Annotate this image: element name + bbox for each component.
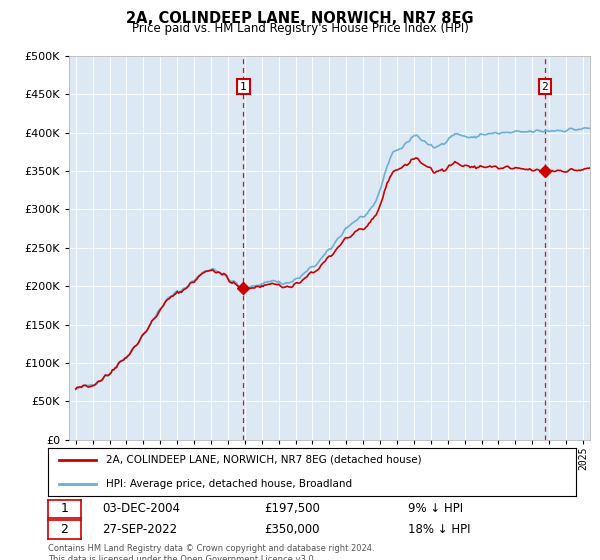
Text: 9% ↓ HPI: 9% ↓ HPI (408, 502, 463, 515)
Text: 1: 1 (61, 502, 68, 515)
Text: HPI: Average price, detached house, Broadland: HPI: Average price, detached house, Broa… (106, 479, 352, 489)
Text: 27-SEP-2022: 27-SEP-2022 (102, 523, 177, 536)
Text: Contains HM Land Registry data © Crown copyright and database right 2024.
This d: Contains HM Land Registry data © Crown c… (48, 544, 374, 560)
Text: 2A, COLINDEEP LANE, NORWICH, NR7 8EG: 2A, COLINDEEP LANE, NORWICH, NR7 8EG (126, 11, 474, 26)
Text: 03-DEC-2004: 03-DEC-2004 (102, 502, 180, 515)
Text: 18% ↓ HPI: 18% ↓ HPI (408, 523, 470, 536)
Text: £350,000: £350,000 (264, 523, 320, 536)
Text: 2: 2 (61, 523, 68, 536)
Text: Price paid vs. HM Land Registry's House Price Index (HPI): Price paid vs. HM Land Registry's House … (131, 22, 469, 35)
Text: £197,500: £197,500 (264, 502, 320, 515)
Text: 2: 2 (542, 82, 548, 92)
Text: 2A, COLINDEEP LANE, NORWICH, NR7 8EG (detached house): 2A, COLINDEEP LANE, NORWICH, NR7 8EG (de… (106, 455, 422, 465)
Text: 1: 1 (240, 82, 247, 92)
